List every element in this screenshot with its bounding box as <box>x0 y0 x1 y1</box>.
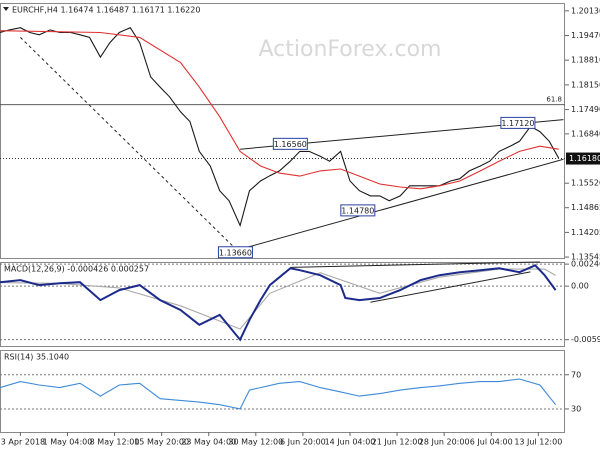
annotation-box <box>500 116 536 129</box>
x-tick-label: 28 Jun 20:00 <box>419 438 470 447</box>
x-tick-label: 6 Jul 04:00 <box>470 438 513 447</box>
y-tick-label: 1.18150 <box>571 80 600 89</box>
last-price-box <box>566 152 600 165</box>
y-tick-label: 1.14865 <box>571 203 600 212</box>
y-tick-label: 1.20130 <box>571 6 600 15</box>
panel-title: MACD(12,26,9) -0.000426 0.000257 <box>4 265 149 274</box>
panel-frame <box>0 262 565 347</box>
y-tick-label: -0.005992 <box>571 335 600 344</box>
series-line <box>0 30 559 190</box>
y-tick-label: 1.17490 <box>571 105 600 114</box>
y-tick-label: 0.00 <box>571 282 589 291</box>
y-tick-label: 0.002463 <box>571 260 600 269</box>
y-tick-label: 1.14205 <box>571 228 600 237</box>
x-tick-label: 15 May 20:00 <box>134 438 189 447</box>
x-tick-label: 13 Jul 12:00 <box>514 438 562 447</box>
annotation-label: 1.17120 <box>501 119 534 128</box>
annotation-box <box>272 137 308 150</box>
trend-line <box>370 271 531 303</box>
y-tick-label: 1.16840 <box>571 129 600 138</box>
panel-frame <box>0 3 565 259</box>
y-tick-label: 1.19470 <box>571 31 600 40</box>
y-tick-label: 30 <box>571 404 581 413</box>
annotation-label: 1.13660 <box>219 248 252 257</box>
series-line <box>0 378 557 410</box>
y-tick-label: 1.18810 <box>571 56 600 65</box>
x-tick-label: 6 Jun 20:00 <box>280 438 326 447</box>
series-line <box>0 264 557 342</box>
panel-title: EURCHF,H4 1.16474 1.16487 1.16171 1.1622… <box>12 6 200 15</box>
x-tick-label: 21 Jun 12:00 <box>372 438 423 447</box>
annotation-label: 1.14780 <box>341 206 374 215</box>
series-line <box>0 27 560 228</box>
watermark: ActionForex.com <box>259 37 442 62</box>
annotation-label: 1.16560 <box>274 140 307 149</box>
x-tick-label: 8 May 12:00 <box>90 438 140 447</box>
last-price-label: 1.16180 <box>569 154 600 163</box>
x-tick-label: 14 Jun 04:00 <box>325 438 376 447</box>
y-tick-label: 70 <box>571 370 581 379</box>
y-tick-label: 1.13545 <box>571 253 600 262</box>
trend-line <box>236 158 564 251</box>
menu-arrow <box>3 7 9 11</box>
level-label: 61.8 <box>546 96 562 104</box>
panel-frame <box>0 350 565 433</box>
annotation-box <box>217 246 253 259</box>
y-tick-label: 1.15520 <box>571 179 600 188</box>
x-tick-label: 23 Apr 2018 <box>0 438 45 447</box>
annotation-box <box>340 204 376 217</box>
trend-line <box>20 37 238 251</box>
x-tick-label: 23 May 04:00 <box>181 438 236 447</box>
panel-title: RSI(14) 35.1040 <box>4 353 69 362</box>
x-tick-label: 30 May 12:00 <box>228 438 283 447</box>
x-tick-label: 1 May 04:00 <box>43 438 93 447</box>
trend-line <box>290 261 540 268</box>
